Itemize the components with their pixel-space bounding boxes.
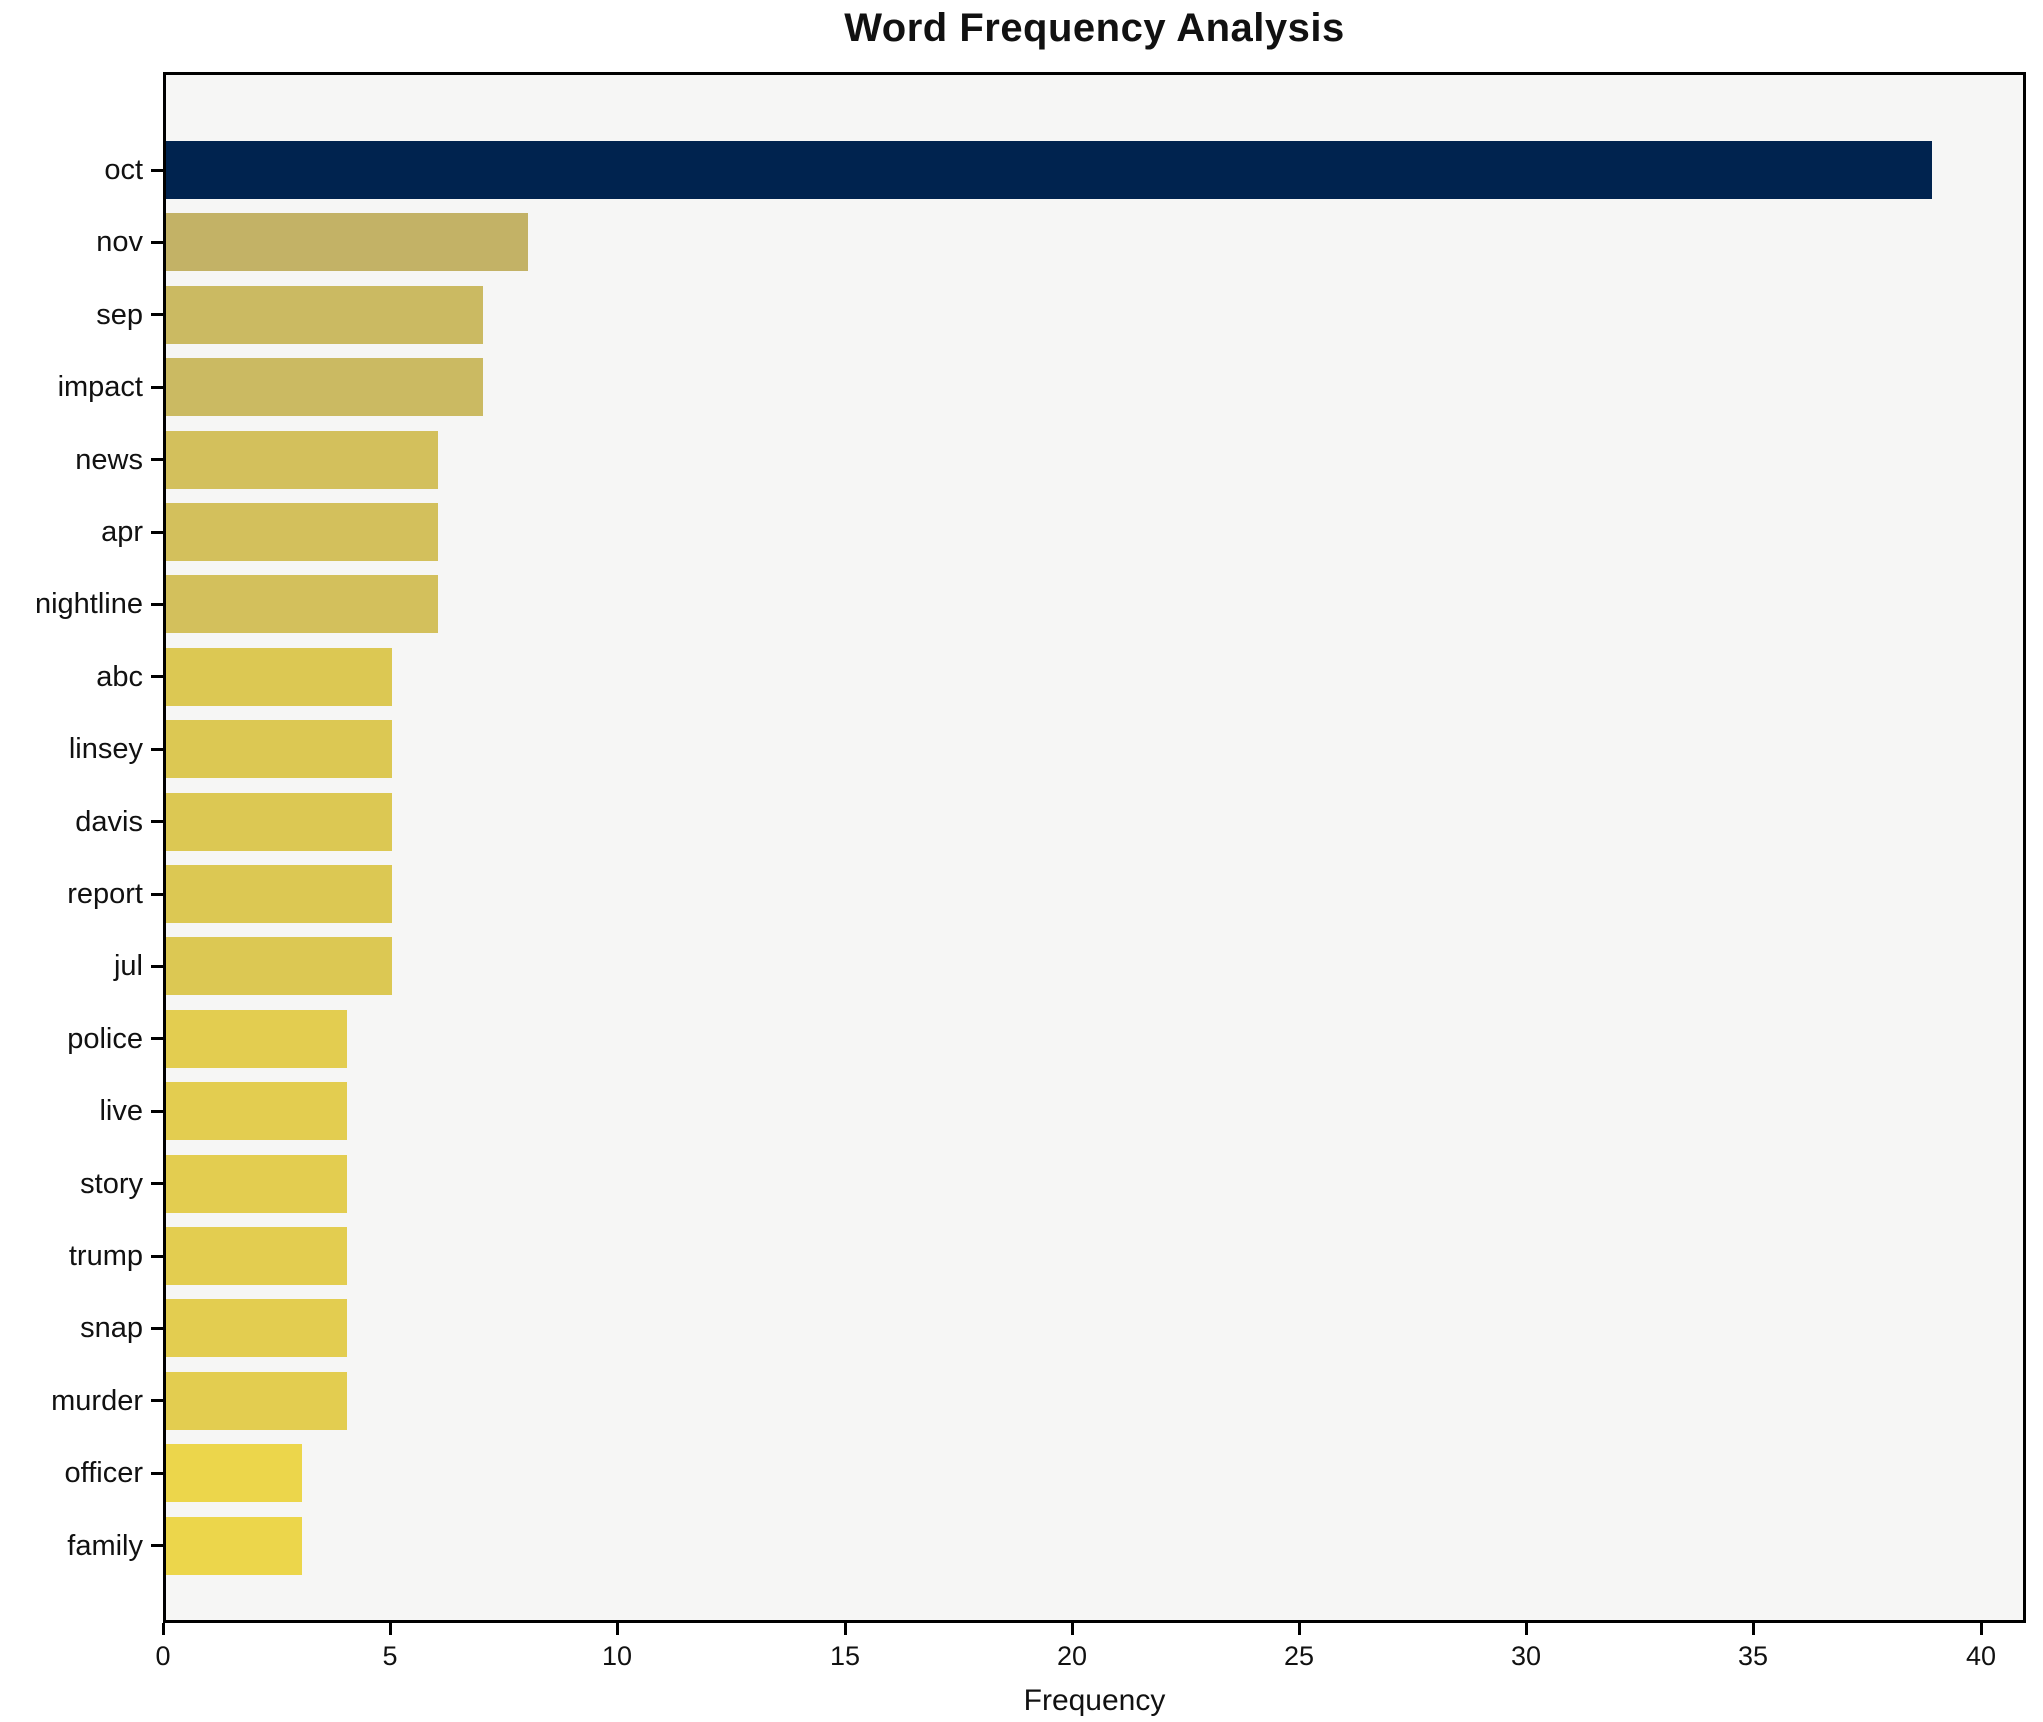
y-tick-mark: [151, 1544, 163, 1547]
y-tick-mark: [151, 1327, 163, 1330]
y-tick-label-nightline: nightline: [34, 588, 143, 620]
y-tick-mark: [151, 1255, 163, 1258]
plot-area: [163, 72, 2026, 1623]
bar-jul: [166, 937, 392, 995]
y-tick-label-impact: impact: [57, 371, 143, 403]
y-tick-label-officer: officer: [64, 1457, 143, 1489]
bar-news: [166, 431, 438, 489]
y-tick-mark: [151, 1399, 163, 1402]
y-tick-mark: [151, 169, 163, 172]
bar-police: [166, 1010, 347, 1068]
bar-trump: [166, 1227, 347, 1285]
y-tick-label-news: news: [75, 444, 143, 476]
bar-nightline: [166, 575, 438, 633]
y-tick-mark: [151, 820, 163, 823]
y-tick-label-sep: sep: [96, 299, 143, 331]
bar-apr: [166, 503, 438, 561]
y-tick-mark: [151, 965, 163, 968]
x-tick-mark: [1071, 1623, 1074, 1635]
y-tick-label-police: police: [67, 1023, 143, 1055]
x-tick-label-30: 30: [1510, 1641, 1542, 1671]
x-tick-mark: [389, 1623, 392, 1635]
y-tick-mark: [151, 675, 163, 678]
y-tick-label-oct: oct: [104, 154, 143, 186]
y-tick-mark: [151, 1037, 163, 1040]
y-tick-mark: [151, 1472, 163, 1475]
bar-davis: [166, 793, 392, 851]
x-tick-label-20: 20: [1056, 1641, 1088, 1671]
bar-impact: [166, 358, 483, 416]
x-tick-mark: [1525, 1623, 1528, 1635]
x-axis-title: Frequency: [1023, 1684, 1166, 1717]
y-tick-label-abc: abc: [96, 661, 143, 693]
y-tick-mark: [151, 603, 163, 606]
y-tick-label-murder: murder: [51, 1385, 143, 1417]
y-tick-label-linsey: linsey: [68, 733, 143, 765]
y-tick-mark: [151, 458, 163, 461]
bar-murder: [166, 1372, 347, 1430]
x-tick-mark: [162, 1623, 165, 1635]
y-tick-label-jul: jul: [113, 950, 143, 982]
x-tick-label-25: 25: [1283, 1641, 1315, 1671]
y-tick-mark: [151, 241, 163, 244]
bar-linsey: [166, 720, 392, 778]
bar-oct: [166, 141, 1932, 199]
bar-live: [166, 1082, 347, 1140]
x-tick-label-0: 0: [155, 1641, 171, 1671]
y-tick-label-davis: davis: [75, 806, 143, 838]
bar-family: [166, 1517, 302, 1575]
y-tick-label-family: family: [67, 1530, 143, 1562]
y-tick-mark: [151, 313, 163, 316]
x-tick-mark: [844, 1623, 847, 1635]
bar-nov: [166, 213, 528, 271]
y-tick-label-nov: nov: [96, 226, 143, 258]
x-tick-mark: [616, 1623, 619, 1635]
x-tick-mark: [1980, 1623, 1983, 1635]
y-tick-mark: [151, 1182, 163, 1185]
x-tick-mark: [1298, 1623, 1301, 1635]
x-tick-mark: [1752, 1623, 1755, 1635]
chart-title: Word Frequency Analysis: [844, 6, 1345, 50]
x-tick-label-40: 40: [1965, 1641, 1997, 1671]
y-tick-mark: [151, 386, 163, 389]
bar-story: [166, 1155, 347, 1213]
x-tick-label-10: 10: [601, 1641, 633, 1671]
y-tick-mark: [151, 531, 163, 534]
bar-snap: [166, 1299, 347, 1357]
bar-abc: [166, 648, 392, 706]
y-tick-mark: [151, 1110, 163, 1113]
y-tick-mark: [151, 748, 163, 751]
y-tick-label-story: story: [80, 1168, 143, 1200]
y-tick-label-live: live: [99, 1095, 143, 1127]
bar-sep: [166, 286, 483, 344]
y-tick-label-trump: trump: [68, 1240, 143, 1272]
x-tick-label-15: 15: [829, 1641, 861, 1671]
bar-officer: [166, 1444, 302, 1502]
y-tick-label-apr: apr: [101, 516, 143, 548]
x-tick-label-5: 5: [382, 1641, 398, 1671]
bar-report: [166, 865, 392, 923]
y-tick-label-snap: snap: [80, 1312, 143, 1344]
y-tick-label-report: report: [67, 878, 143, 910]
y-tick-mark: [151, 893, 163, 896]
x-tick-label-35: 35: [1737, 1641, 1769, 1671]
